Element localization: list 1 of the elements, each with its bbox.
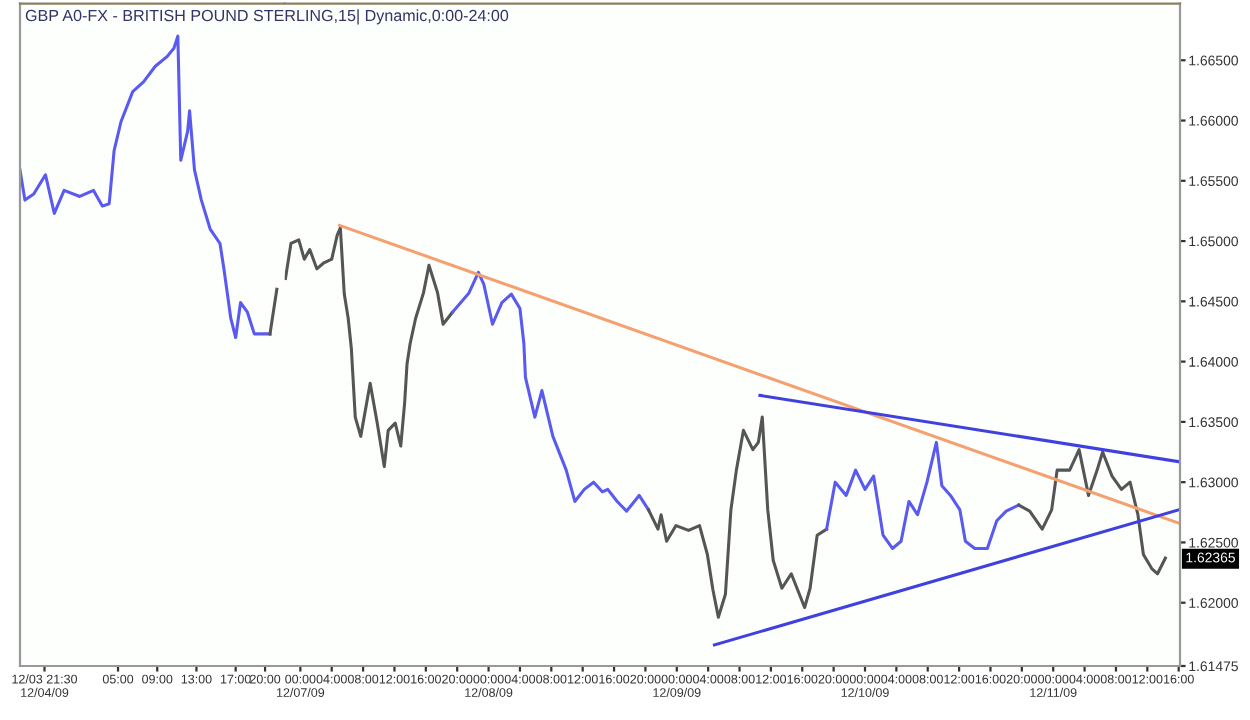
- chart-title: GBP A0-FX - BRITISH POUND STERLING,15| Dynamic,0:00-24:00: [25, 9, 509, 25]
